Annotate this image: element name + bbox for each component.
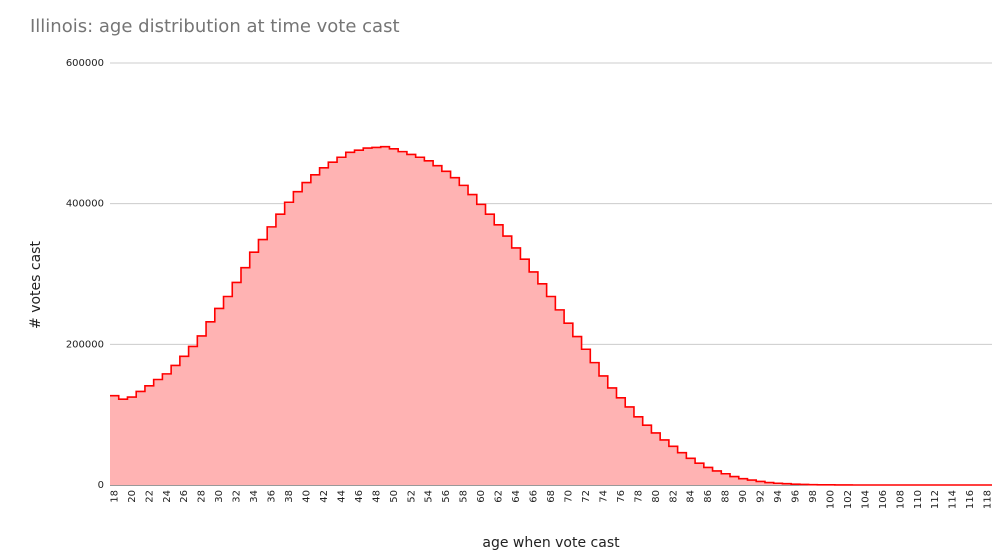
x-tick-label: 22 bbox=[144, 490, 155, 503]
x-tick-label: 116 bbox=[965, 490, 976, 509]
x-tick-label: 30 bbox=[214, 490, 225, 503]
series-line bbox=[110, 145, 992, 486]
x-tick-label: 80 bbox=[651, 490, 662, 503]
x-tick-label: 100 bbox=[825, 490, 836, 509]
x-tick-label: 94 bbox=[773, 490, 784, 503]
x-tick-label: 48 bbox=[371, 490, 382, 503]
series-area bbox=[110, 145, 992, 486]
x-tick-label: 92 bbox=[756, 490, 767, 503]
x-tick-label: 102 bbox=[843, 490, 854, 509]
x-tick-label: 114 bbox=[948, 490, 959, 509]
x-tick-label: 46 bbox=[354, 490, 365, 503]
x-tick-label: 62 bbox=[494, 490, 505, 503]
x-tick-label: 40 bbox=[301, 490, 312, 503]
x-tick-label: 108 bbox=[895, 490, 906, 509]
x-tick-label: 90 bbox=[738, 490, 749, 503]
x-tick-label: 106 bbox=[878, 490, 889, 509]
x-tick-label: 84 bbox=[686, 490, 697, 503]
y-axis-ticks: 0 200000 400000 600000 bbox=[66, 58, 104, 491]
x-tick-label: 110 bbox=[913, 490, 924, 509]
x-tick-label: 44 bbox=[336, 490, 347, 503]
x-tick-label: 82 bbox=[668, 490, 679, 503]
x-tick-label: 20 bbox=[127, 490, 138, 503]
x-tick-label: 34 bbox=[249, 490, 260, 503]
x-tick-label: 78 bbox=[633, 490, 644, 503]
x-axis-title: age when vote cast bbox=[482, 535, 620, 551]
x-tick-label: 36 bbox=[267, 490, 278, 503]
x-tick-label: 18 bbox=[109, 490, 120, 503]
x-axis-ticks: 18 20 22 24 26 28 30 32 34 36 38 40 42 44 46 48 50 52 54 56… bbox=[109, 490, 993, 509]
x-tick-label: 58 bbox=[459, 490, 470, 503]
x-tick-label: 76 bbox=[616, 490, 627, 503]
x-tick-label: 118 bbox=[983, 490, 994, 509]
x-tick-label: 96 bbox=[791, 490, 802, 503]
x-tick-label: 54 bbox=[424, 490, 435, 503]
x-tick-label: 64 bbox=[511, 490, 522, 503]
y-tick-label: 600000 bbox=[66, 58, 104, 69]
x-tick-label: 88 bbox=[721, 490, 732, 503]
x-tick-label: 56 bbox=[441, 490, 452, 503]
x-tick-label: 86 bbox=[703, 490, 714, 503]
x-tick-label: 68 bbox=[546, 490, 557, 503]
y-tick-label: 0 bbox=[98, 480, 104, 491]
x-tick-label: 24 bbox=[162, 490, 173, 503]
chart-title: Illinois: age distribution at time vote … bbox=[30, 16, 400, 37]
x-tick-label: 104 bbox=[860, 490, 871, 509]
x-tick-label: 28 bbox=[197, 490, 208, 503]
x-tick-label: 38 bbox=[284, 490, 295, 503]
x-tick-label: 72 bbox=[581, 490, 592, 503]
x-tick-label: 60 bbox=[476, 490, 487, 503]
x-tick-label: 50 bbox=[389, 490, 400, 503]
x-tick-label: 42 bbox=[319, 490, 330, 503]
y-axis-title: # votes cast bbox=[28, 241, 44, 329]
y-tick-label: 200000 bbox=[66, 339, 104, 350]
x-tick-label: 52 bbox=[406, 490, 417, 503]
x-tick-label: 32 bbox=[232, 490, 243, 503]
x-tick-label: 112 bbox=[930, 490, 941, 509]
area-fill bbox=[110, 146, 992, 486]
x-tick-label: 26 bbox=[179, 490, 190, 503]
x-tick-label: 74 bbox=[598, 490, 609, 503]
x-tick-label: 70 bbox=[563, 490, 574, 503]
x-tick-label: 66 bbox=[529, 490, 540, 503]
y-tick-label: 400000 bbox=[66, 199, 104, 210]
x-tick-label: 98 bbox=[808, 490, 819, 503]
